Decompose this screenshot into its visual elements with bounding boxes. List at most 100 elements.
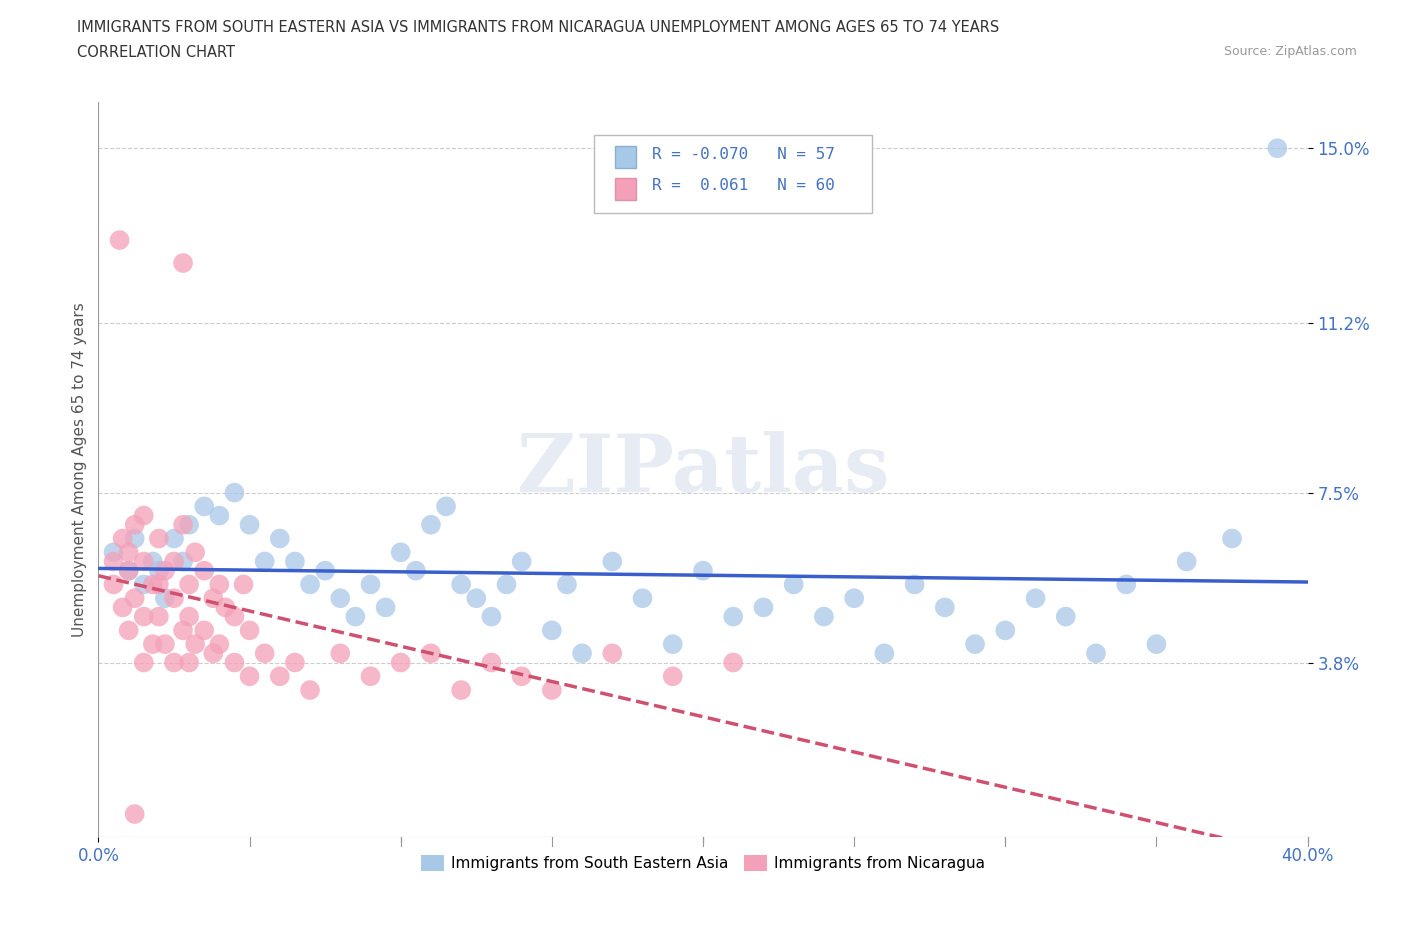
Point [540, 623, 562, 638]
Point [172, 517, 194, 532]
Point [1085, 646, 1108, 661]
Point [631, 591, 654, 605]
Point [360, 577, 382, 591]
Point [103, 577, 125, 591]
Point [994, 623, 1017, 638]
Point [329, 646, 352, 661]
Point [202, 646, 225, 661]
Point [111, 531, 134, 546]
Point [124, 531, 146, 546]
Point [153, 591, 176, 605]
FancyBboxPatch shape [614, 178, 637, 200]
Point [148, 564, 170, 578]
Point [420, 517, 443, 532]
Point [132, 577, 155, 591]
Point [172, 256, 194, 271]
Point [904, 577, 927, 591]
Point [239, 669, 262, 684]
Point [172, 554, 194, 569]
Point [692, 564, 714, 578]
Point [253, 554, 276, 569]
Point [163, 531, 186, 546]
Point [193, 498, 215, 513]
Point [118, 564, 141, 578]
Point [602, 646, 624, 661]
Point [103, 554, 125, 569]
Point [510, 554, 533, 569]
Point [202, 591, 225, 605]
Point [142, 554, 165, 569]
Point [420, 646, 443, 661]
Point [661, 637, 683, 652]
Point [153, 564, 176, 578]
Point [239, 517, 262, 532]
Point [118, 564, 141, 578]
Point [214, 600, 236, 615]
Point [163, 655, 186, 670]
Point [208, 637, 231, 652]
Point [374, 600, 396, 615]
Point [179, 655, 201, 670]
FancyBboxPatch shape [614, 146, 637, 168]
Point [1144, 637, 1167, 652]
Point [193, 623, 215, 638]
Point [571, 646, 593, 661]
Point [253, 646, 276, 661]
Point [389, 545, 412, 560]
Point [389, 655, 412, 670]
Point [723, 609, 745, 624]
Point [540, 683, 562, 698]
Point [118, 545, 141, 560]
Point [193, 564, 215, 578]
Point [269, 669, 291, 684]
Text: IMMIGRANTS FROM SOUTH EASTERN ASIA VS IMMIGRANTS FROM NICARAGUA UNEMPLOYMENT AMO: IMMIGRANTS FROM SOUTH EASTERN ASIA VS IM… [77, 20, 1000, 35]
Point [172, 623, 194, 638]
Point [124, 517, 146, 532]
Point [481, 655, 503, 670]
Point [284, 554, 307, 569]
Point [108, 232, 131, 247]
Point [752, 600, 775, 615]
Point [208, 577, 231, 591]
Point [1220, 531, 1243, 546]
Point [148, 577, 170, 591]
Point [148, 531, 170, 546]
Text: CORRELATION CHART: CORRELATION CHART [77, 45, 235, 60]
Point [1115, 577, 1137, 591]
Point [495, 577, 517, 591]
Point [434, 498, 457, 513]
Point [132, 609, 155, 624]
Point [124, 806, 146, 821]
Point [163, 554, 186, 569]
Point [314, 564, 336, 578]
Point [132, 554, 155, 569]
Point [224, 609, 246, 624]
FancyBboxPatch shape [595, 136, 872, 213]
Legend: Immigrants from South Eastern Asia, Immigrants from Nicaragua: Immigrants from South Eastern Asia, Immi… [415, 849, 991, 877]
Point [450, 683, 472, 698]
Point [813, 609, 835, 624]
Text: ZIPatlas: ZIPatlas [517, 431, 889, 509]
Point [179, 517, 201, 532]
Point [934, 600, 956, 615]
Point [844, 591, 866, 605]
Point [179, 609, 201, 624]
Point [153, 637, 176, 652]
Point [118, 623, 141, 638]
Point [1054, 609, 1077, 624]
Point [405, 564, 427, 578]
Point [965, 637, 987, 652]
Point [481, 609, 503, 624]
Point [510, 669, 533, 684]
Point [142, 577, 165, 591]
Point [1024, 591, 1046, 605]
Text: Source: ZipAtlas.com: Source: ZipAtlas.com [1223, 45, 1357, 58]
Point [344, 609, 367, 624]
Point [299, 577, 322, 591]
Point [103, 545, 125, 560]
Point [184, 637, 207, 652]
Point [1267, 140, 1289, 155]
Point [465, 591, 488, 605]
Text: R = -0.070   N = 57: R = -0.070 N = 57 [652, 147, 835, 162]
Point [239, 623, 262, 638]
